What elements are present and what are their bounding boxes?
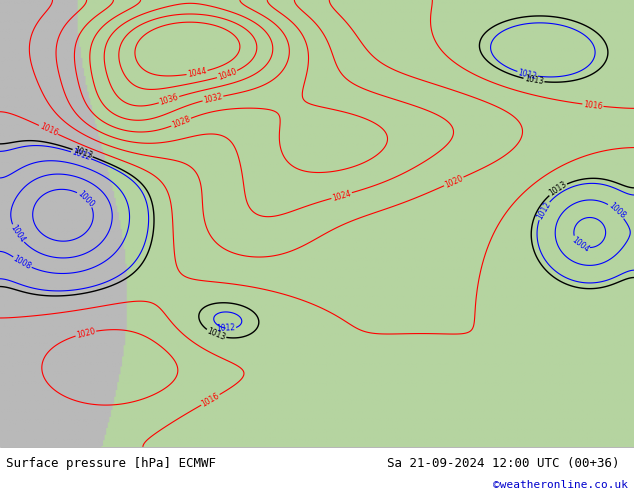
Text: 1008: 1008 — [606, 201, 626, 220]
Text: 1012: 1012 — [534, 200, 552, 221]
Text: 1013: 1013 — [524, 74, 544, 86]
Text: 1013: 1013 — [72, 146, 93, 161]
Text: 1013: 1013 — [205, 327, 227, 343]
Text: Sa 21-09-2024 12:00 UTC (00+36): Sa 21-09-2024 12:00 UTC (00+36) — [387, 457, 619, 470]
Text: 1004: 1004 — [8, 223, 27, 245]
Text: 1013: 1013 — [547, 180, 568, 198]
Text: ©weatheronline.co.uk: ©weatheronline.co.uk — [493, 480, 628, 490]
Text: Surface pressure [hPa] ECMWF: Surface pressure [hPa] ECMWF — [6, 457, 216, 470]
Text: 1020: 1020 — [443, 173, 464, 190]
Text: 1028: 1028 — [171, 115, 191, 130]
Text: 1016: 1016 — [38, 122, 59, 138]
Text: 1004: 1004 — [569, 235, 590, 254]
Text: 1036: 1036 — [158, 93, 179, 107]
Text: 1008: 1008 — [11, 254, 33, 271]
Text: 1000: 1000 — [75, 189, 96, 209]
Text: 1012: 1012 — [517, 68, 538, 81]
Text: 1012: 1012 — [70, 148, 91, 163]
Text: 1044: 1044 — [187, 67, 207, 79]
Text: 1024: 1024 — [331, 189, 352, 202]
Text: 1040: 1040 — [217, 67, 238, 82]
Text: 1032: 1032 — [202, 92, 223, 105]
Text: 1016: 1016 — [583, 99, 603, 111]
Text: 1012: 1012 — [216, 323, 235, 333]
Text: 1016: 1016 — [200, 391, 221, 409]
Text: 1020: 1020 — [75, 326, 96, 340]
